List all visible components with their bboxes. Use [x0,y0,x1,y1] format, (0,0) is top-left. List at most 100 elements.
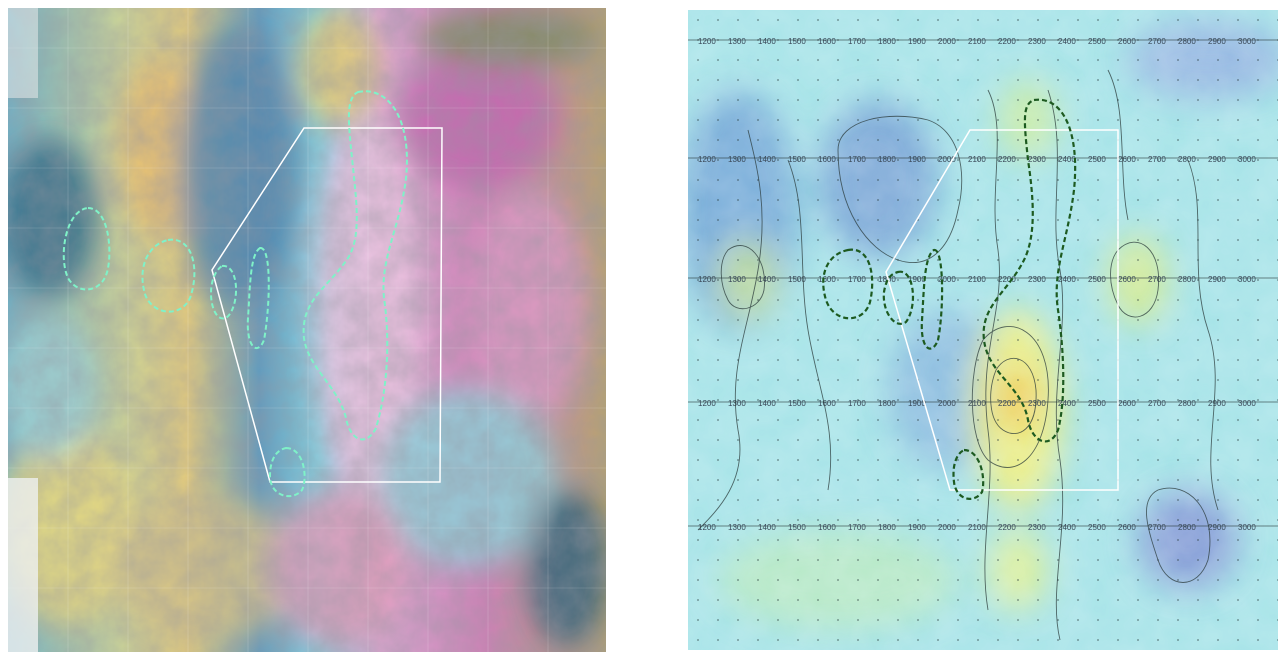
contour-3 [787,159,832,491]
grid-label-r5-11: 2300 [1028,523,1046,532]
grid-label-r3-2: 1400 [758,275,776,284]
grid-label-r4-15: 2700 [1148,399,1166,408]
grid-label-r4-17: 2900 [1208,399,1226,408]
grid-label-r4-8: 2000 [938,399,956,408]
grid-label-r4-18: 3000 [1238,399,1256,408]
grid-label-r2-8: 2000 [938,155,956,164]
grid-label-r3-11: 2300 [1028,275,1046,284]
grid-label-r4-14: 2600 [1118,399,1136,408]
grid-label-r4-10: 2200 [998,399,1016,408]
grid-label-r4-1: 1300 [728,399,746,408]
left-map-blank-patch [8,478,38,652]
grid-label-r5-5: 1700 [848,523,866,532]
contour-4 [984,89,1000,611]
grid-label-r4-16: 2800 [1178,399,1196,408]
right-map-survey-box [885,129,1119,491]
grid-label-r1-16: 2800 [1178,37,1196,46]
grid-label-r3-15: 2700 [1148,275,1166,284]
left-map-terrain-texture [8,8,606,652]
grid-label-r5-8: 2000 [938,523,956,532]
right-map-anomaly-outlines [822,98,1077,500]
contour-1 [837,115,963,263]
contour-6 [990,357,1037,435]
left-map-grid [8,8,606,652]
grid-label-r5-14: 2600 [1118,523,1136,532]
grid-label-r4-13: 2500 [1088,399,1106,408]
grid-label-r1-5: 1700 [848,37,866,46]
grid-label-r2-10: 2200 [998,155,1016,164]
left-anomaly-6 [268,446,306,498]
grid-label-r3-7: 1900 [908,275,926,284]
grid-label-r4-4: 1600 [818,399,836,408]
grid-label-r5-0: 1200 [698,523,716,532]
grid-label-r1-9: 2100 [968,37,986,46]
grid-label-r1-0: 1200 [698,37,716,46]
grid-label-r2-7: 1900 [908,155,926,164]
grid-label-r4-5: 1700 [848,399,866,408]
grid-label-r1-18: 3000 [1238,37,1256,46]
grid-label-r2-2: 1400 [758,155,776,164]
grid-label-r5-16: 2800 [1178,523,1196,532]
grid-label-r4-0: 1200 [698,399,716,408]
left-anomaly-2 [141,238,196,313]
right-anomaly-2 [882,270,914,325]
grid-label-r1-17: 2900 [1208,37,1226,46]
right-map-contours [697,69,1219,641]
grid-label-r3-1: 1300 [728,275,746,284]
contour-7 [971,326,1049,468]
left-anomaly-4 [246,247,270,349]
grid-label-r2-11: 2300 [1028,155,1046,164]
right-anomaly-5 [952,448,985,500]
right-anomaly-3 [920,248,944,350]
left-map-panel [8,8,606,652]
grid-label-r3-4: 1600 [818,275,836,284]
left-map-blank-patch-top [8,8,38,98]
grid-label-r2-14: 2600 [1118,155,1136,164]
grid-label-r5-13: 2500 [1088,523,1106,532]
grid-label-r2-6: 1800 [878,155,896,164]
grid-label-r3-14: 2600 [1118,275,1136,284]
grid-label-r1-11: 2300 [1028,37,1046,46]
grid-label-r4-3: 1500 [788,399,806,408]
grid-label-r5-6: 1800 [878,523,896,532]
grid-label-r4-6: 1800 [878,399,896,408]
grid-label-r1-7: 1900 [908,37,926,46]
right-map-grid-lines [688,39,1278,527]
grid-label-r3-17: 2900 [1208,275,1226,284]
grid-label-r2-18: 3000 [1238,155,1256,164]
grid-label-r1-10: 2200 [998,37,1016,46]
grid-label-r2-17: 2900 [1208,155,1226,164]
grid-label-r3-12: 2400 [1058,275,1076,284]
grid-label-r5-2: 1400 [758,523,776,532]
grid-label-r1-12: 2400 [1058,37,1076,46]
grid-label-r2-16: 2800 [1178,155,1196,164]
contour-5 [1047,89,1064,641]
grid-label-r2-15: 2700 [1148,155,1166,164]
grid-label-r5-3: 1500 [788,523,806,532]
contour-8 [1110,241,1160,318]
left-anomaly-3 [210,264,238,320]
right-map-grid-labels: 1200 1300 1400 1500 1600 1700 1800 1900 2000 2100… [698,37,1256,532]
grid-label-r1-14: 2600 [1118,37,1136,46]
grid-label-r3-9: 2100 [968,275,986,284]
grid-label-r4-9: 2100 [968,399,986,408]
grid-label-r2-5: 1700 [848,155,866,164]
grid-label-r1-8: 2000 [938,37,956,46]
grid-label-r4-2: 1400 [758,399,776,408]
grid-label-r5-17: 2900 [1208,523,1226,532]
grid-label-r1-3: 1500 [788,37,806,46]
grid-label-r4-7: 1900 [908,399,926,408]
grid-label-r1-15: 2700 [1148,37,1166,46]
right-anomaly-4 [982,98,1077,443]
grid-label-r5-12: 2400 [1058,523,1076,532]
grid-label-r2-13: 2500 [1088,155,1106,164]
left-anomaly-1 [62,206,111,291]
grid-label-r5-18: 3000 [1238,523,1256,532]
left-anomaly-5 [302,90,408,441]
grid-label-r2-3: 1500 [788,155,806,164]
grid-label-r1-1: 1300 [728,37,746,46]
grid-label-r4-11: 2300 [1028,399,1046,408]
grid-label-r5-1: 1300 [728,523,746,532]
grid-label-r3-10: 2200 [998,275,1016,284]
grid-label-r5-7: 1900 [908,523,926,532]
